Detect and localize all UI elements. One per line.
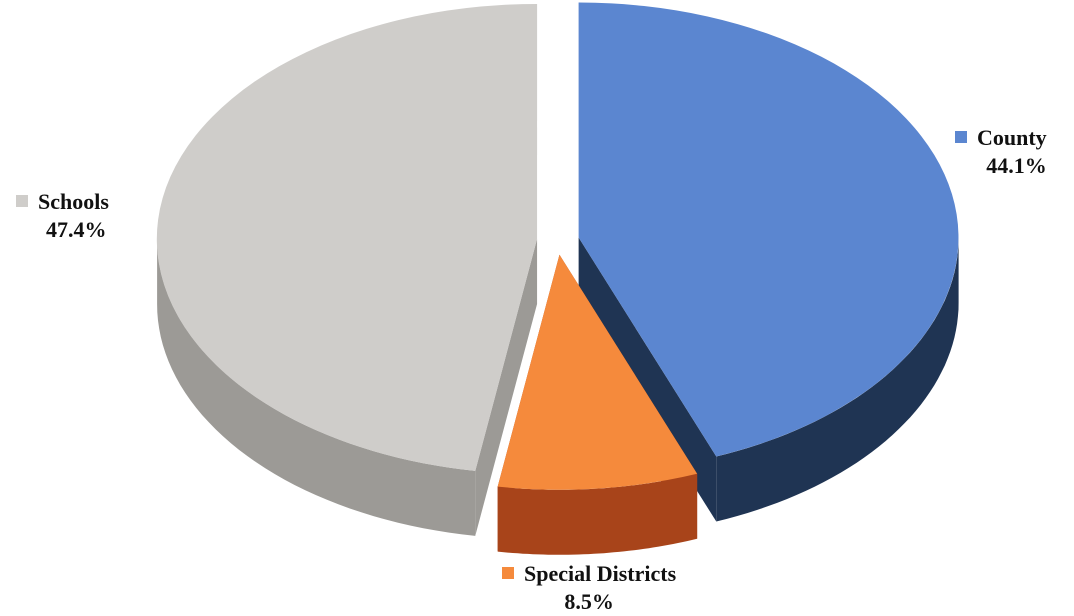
county-label: County <box>977 125 1047 150</box>
schools-slice-side <box>157 239 476 536</box>
legend-county: County 44.1% <box>955 124 1047 180</box>
special-districts-slice-side <box>497 473 698 555</box>
special-districts-swatch <box>502 567 514 579</box>
county-percent: 44.1% <box>986 153 1047 178</box>
county-slice-side <box>716 237 959 522</box>
schools-percent: 47.4% <box>46 217 107 242</box>
schools-slice-cut-wall-start <box>475 238 538 536</box>
schools-slice <box>156 3 538 471</box>
schools-swatch <box>16 195 28 207</box>
legend-special-districts: Special Districts 8.5% <box>502 560 676 616</box>
special-districts-label: Special Districts <box>524 561 677 586</box>
county-swatch <box>955 131 967 143</box>
special-districts-percent: 8.5% <box>564 589 614 614</box>
special-districts-slice <box>497 254 698 490</box>
county-slice <box>578 2 959 457</box>
schools-label: Schools <box>38 189 109 214</box>
legend-schools: Schools 47.4% <box>16 188 109 244</box>
